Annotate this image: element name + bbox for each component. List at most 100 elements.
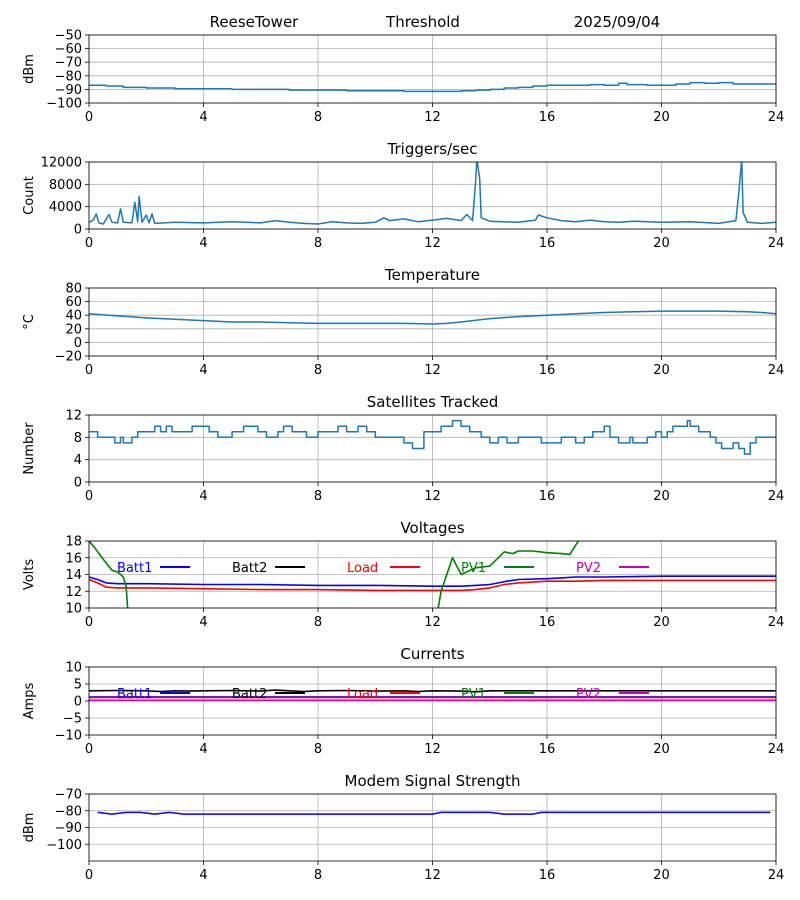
x-tick-label: 12 — [424, 110, 441, 125]
x-tick-label: 24 — [768, 489, 785, 504]
mode-label: Threshold — [385, 13, 460, 31]
date-label: 2025/09/04 — [574, 13, 660, 31]
x-tick-label: 16 — [539, 236, 556, 251]
station-name: ReeseTower — [210, 13, 300, 31]
panel-satellites: 0 4 8 12 16 20 24 0 4 8 12 Satellites Tracked Number — [22, 393, 784, 504]
legend-label-batt1: Batt1 — [117, 687, 152, 702]
x-tick-label: 24 — [768, 742, 785, 757]
y-tick-label: 20 — [65, 322, 82, 337]
legend-label-pv1: PV1 — [461, 687, 486, 702]
x-tick-label: 16 — [539, 110, 556, 125]
y-tick-label: 4000 — [49, 200, 82, 215]
legend-label-batt2: Batt2 — [232, 687, 267, 702]
x-tick-label: 4 — [199, 868, 207, 883]
chart-title: Temperature — [384, 266, 480, 284]
x-tick-label: 4 — [199, 615, 207, 630]
legend-label-pv2: PV2 — [576, 687, 601, 702]
x-tick-label: 20 — [653, 615, 670, 630]
y-tick-label: −90 — [55, 83, 82, 98]
x-tick-label: 24 — [768, 868, 785, 883]
x-tick-label: 0 — [85, 742, 93, 757]
y-tick-label: −80 — [55, 69, 82, 84]
x-tick-label: 12 — [424, 363, 441, 378]
x-tick-label: 24 — [768, 236, 785, 251]
series-line-pv1 — [89, 541, 129, 608]
legend-label-load: Load — [347, 687, 378, 702]
x-tick-label: 20 — [653, 110, 670, 125]
x-tick-label: 8 — [314, 489, 322, 504]
legend-label-load: Load — [347, 561, 378, 576]
y-axis-label: Amps — [22, 682, 37, 719]
legend-label-pv1: PV1 — [461, 561, 486, 576]
y-tick-label: −20 — [55, 350, 82, 365]
y-tick-label: 0 — [74, 476, 82, 491]
y-tick-label: −5 — [63, 712, 82, 727]
y-tick-label: −100 — [46, 838, 82, 853]
y-axis-label: dBm — [22, 813, 37, 843]
y-tick-label: 4 — [74, 453, 82, 468]
y-tick-label: −10 — [55, 729, 82, 744]
legend-label-pv2: PV2 — [576, 561, 601, 576]
series-group — [89, 310, 776, 325]
panel-rssi: 0 4 8 12 16 20 24 −100−90−80−70−60−50 dBm — [22, 29, 784, 126]
y-tick-label: −80 — [55, 804, 82, 819]
series-line-pv1 — [437, 541, 580, 608]
x-tick-label: 8 — [314, 868, 322, 883]
y-tick-label: 40 — [65, 309, 82, 324]
x-tick-label: 8 — [314, 615, 322, 630]
chart-title: Currents — [400, 645, 464, 663]
y-tick-label: −70 — [55, 788, 82, 803]
series-group — [89, 162, 776, 225]
x-tick-label: 24 — [768, 110, 785, 125]
series-group — [89, 419, 776, 455]
x-tick-label: 24 — [768, 363, 785, 378]
x-tick-label: 20 — [653, 236, 670, 251]
series-group — [89, 541, 776, 608]
y-tick-label: −60 — [55, 42, 82, 57]
y-tick-label: 60 — [65, 295, 82, 310]
panel-triggers: 0 4 8 12 16 20 24 0 4000 8000 12000 Triggers/sec Cou… — [22, 140, 784, 251]
x-tick-label: 0 — [85, 363, 93, 378]
y-tick-label: 12000 — [41, 156, 82, 171]
x-tick-label: 20 — [653, 489, 670, 504]
y-tick-label: 8 — [74, 431, 82, 446]
series-line-series-0 — [89, 310, 776, 325]
series-group — [89, 81, 776, 93]
y-axis-label: dBm — [22, 54, 37, 84]
y-tick-label: 14 — [65, 568, 82, 583]
x-tick-label: 0 — [85, 489, 93, 504]
y-tick-label: 0 — [74, 223, 82, 238]
panel-modem: 0 4 8 12 16 20 24 −100 −90 −80−70 Modem Signal Str… — [22, 772, 784, 883]
x-tick-label: 16 — [539, 742, 556, 757]
x-tick-label: 20 — [653, 742, 670, 757]
x-tick-label: 16 — [539, 868, 556, 883]
y-tick-label: 12 — [65, 585, 82, 600]
x-tick-label: 12 — [424, 236, 441, 251]
x-tick-label: 24 — [768, 615, 785, 630]
y-tick-label: 12 — [65, 409, 82, 424]
y-axis-label: °C — [22, 314, 37, 330]
y-axis-label: Volts — [22, 559, 37, 591]
chart-title: Triggers/sec — [387, 140, 478, 158]
x-tick-label: 16 — [539, 363, 556, 378]
y-tick-label: 18 — [65, 535, 82, 550]
y-tick-label: 0 — [74, 336, 82, 351]
series-line-load — [89, 578, 776, 592]
y-tick-label: −70 — [55, 56, 82, 71]
y-tick-label: 80 — [65, 282, 82, 297]
x-tick-label: 0 — [85, 110, 93, 125]
x-tick-label: 0 — [85, 868, 93, 883]
series-group — [97, 811, 771, 815]
x-tick-label: 12 — [424, 489, 441, 504]
y-tick-label: 10 — [65, 602, 82, 617]
x-tick-label: 16 — [539, 615, 556, 630]
series-line-series-0 — [89, 419, 776, 455]
y-tick-label: −90 — [55, 821, 82, 836]
y-tick-label: 16 — [65, 551, 82, 566]
x-tick-label: 12 — [424, 742, 441, 757]
